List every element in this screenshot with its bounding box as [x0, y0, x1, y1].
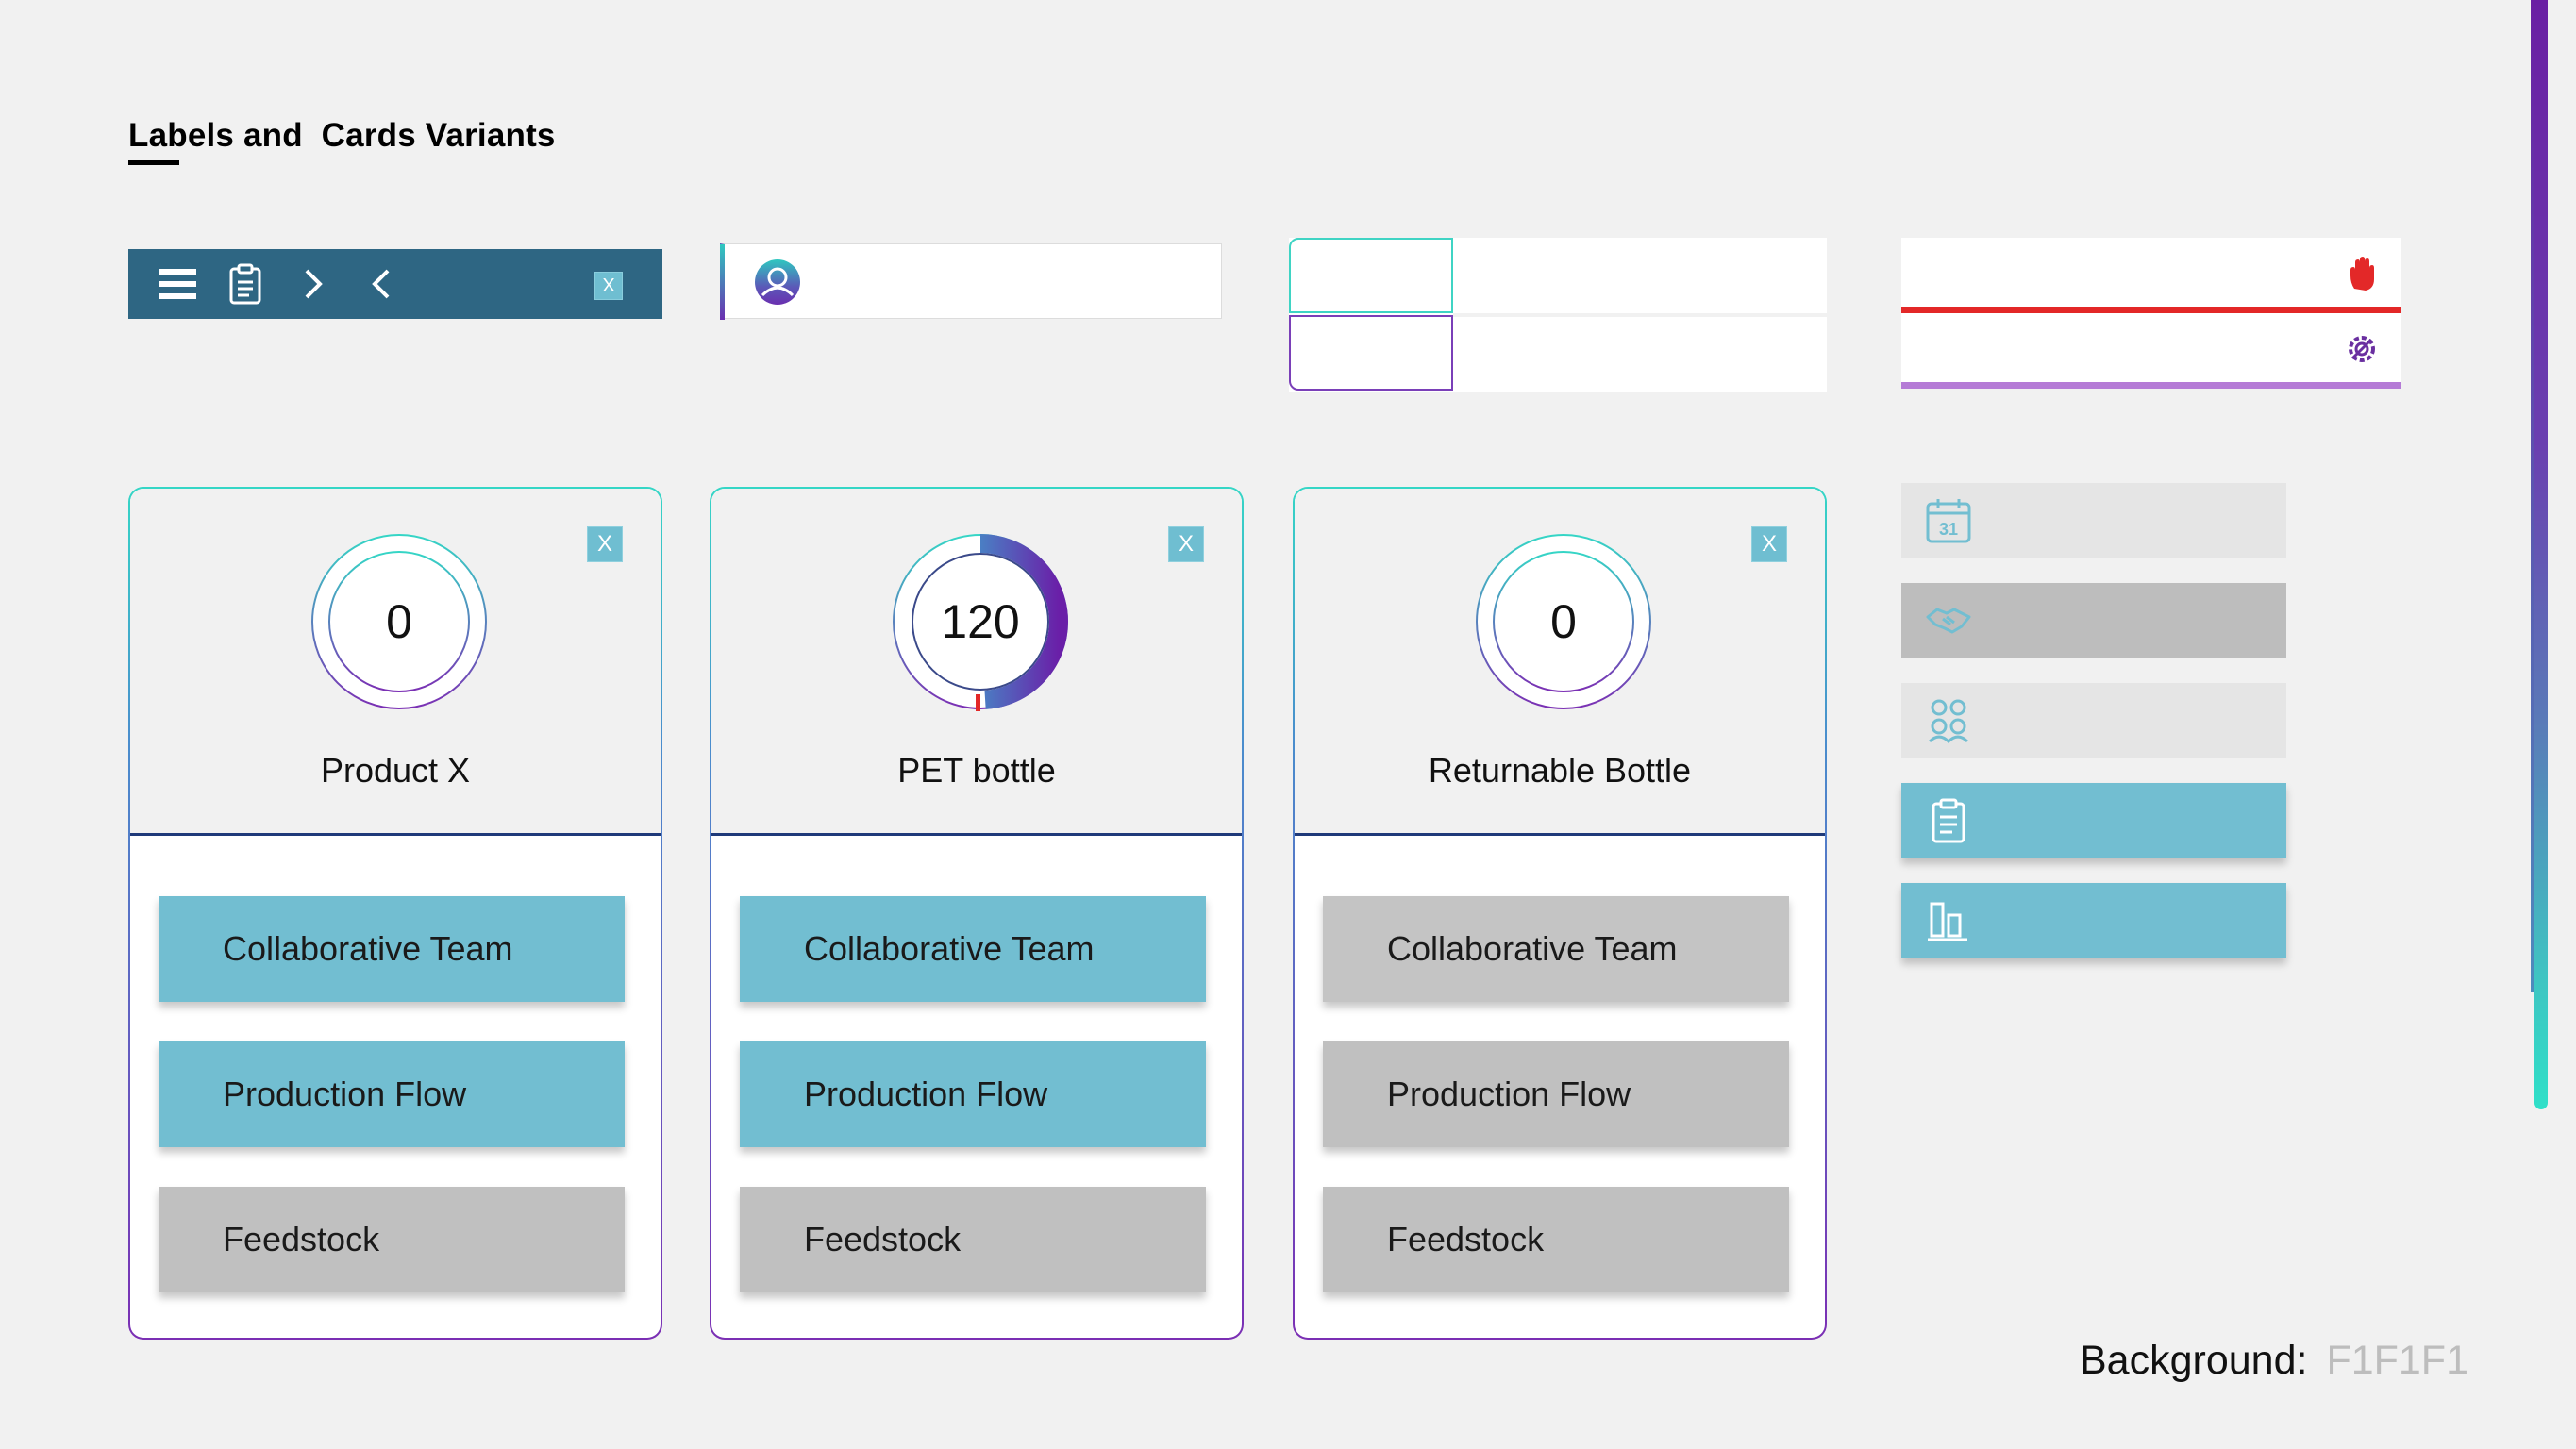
title-underline: [128, 160, 179, 165]
side-menu-item-chart[interactable]: [1901, 883, 2286, 958]
table-divider: [1453, 313, 1827, 317]
handshake-icon: [1926, 608, 1971, 634]
card-title: Returnable Bottle: [1428, 751, 1692, 790]
calendar-day: 31: [1939, 520, 1958, 539]
production-flow-button[interactable]: Production Flow: [159, 1041, 625, 1147]
progress-gauge: [311, 534, 487, 709]
bar-chart-icon: [1928, 902, 1967, 941]
gauge-marker: [976, 694, 980, 711]
gauge-arc: [893, 534, 1068, 709]
alert-label-stop[interactable]: [1901, 238, 2401, 313]
product-card: X 0 Product X Collaborative Team Product…: [128, 487, 662, 1340]
chevron-left-icon[interactable]: [360, 263, 402, 305]
product-card: X 0 Returnable Bottle Collaborative Team…: [1293, 487, 1827, 1340]
menu-icon[interactable]: [157, 263, 198, 305]
feedstock-button[interactable]: Feedstock: [740, 1187, 1206, 1292]
chevron-right-icon[interactable]: [293, 263, 334, 305]
table-cell-bottom[interactable]: [1289, 315, 1453, 391]
hand-stop-icon: [2343, 255, 2381, 292]
card-header: X 120 PET bottle: [711, 489, 1242, 836]
card-close-button[interactable]: X: [1168, 526, 1204, 562]
clipboard-icon[interactable]: [225, 263, 266, 305]
user-label[interactable]: [720, 243, 1222, 320]
table-cell-top[interactable]: [1289, 238, 1453, 313]
background-label: Background:: [2080, 1338, 2308, 1383]
side-menu-item-partners[interactable]: [1901, 583, 2286, 658]
card-title: Product X: [320, 751, 471, 790]
feedstock-button[interactable]: Feedstock: [1323, 1187, 1789, 1292]
production-flow-button[interactable]: Production Flow: [1323, 1041, 1789, 1147]
product-card: X 120 PET bottle Collaborative Team Prod…: [710, 487, 1244, 1340]
feedstock-button[interactable]: Feedstock: [159, 1187, 625, 1292]
side-menu-item-team[interactable]: [1901, 683, 2286, 758]
gear-wrench-icon: [2343, 330, 2381, 368]
scrollbar-track: [2531, 0, 2534, 992]
card-header: X 0 Returnable Bottle: [1295, 489, 1825, 836]
calendar-icon: 31: [1926, 499, 1971, 543]
progress-gauge: [1476, 534, 1651, 709]
clipboard-icon: [1932, 798, 1965, 843]
card-close-button[interactable]: X: [587, 526, 623, 562]
production-flow-button[interactable]: Production Flow: [740, 1041, 1206, 1147]
background-note: Background: F1F1F1: [2080, 1338, 2468, 1384]
collaborative-team-button[interactable]: Collaborative Team: [159, 896, 625, 1002]
side-menu-item-clipboard[interactable]: [1901, 783, 2286, 858]
background-value: F1F1F1: [2326, 1338, 2468, 1383]
card-title: PET bottle: [897, 751, 1056, 790]
card-header: X 0 Product X: [130, 489, 661, 836]
gauge-value: 0: [1550, 595, 1577, 648]
collaborative-team-button[interactable]: Collaborative Team: [1323, 896, 1789, 1002]
gauge-value: 120: [941, 595, 1020, 648]
toolbar: X: [128, 249, 662, 319]
side-menu-item-calendar[interactable]: 31: [1901, 483, 2286, 558]
card-close-button[interactable]: X: [1751, 526, 1787, 562]
team-icon: [1928, 699, 1969, 744]
toolbar-close-button[interactable]: X: [594, 272, 623, 300]
scrollbar-thumb[interactable]: [2534, 0, 2548, 1109]
user-avatar-icon: [755, 259, 800, 305]
progress-gauge: [893, 534, 1068, 711]
collaborative-team-button[interactable]: Collaborative Team: [740, 896, 1206, 1002]
gauge-value: 0: [386, 595, 412, 648]
alert-label-maintenance[interactable]: [1901, 313, 2401, 389]
table-label-block: [1289, 238, 1827, 392]
page-title: Labels and Cards Variants: [128, 117, 556, 154]
